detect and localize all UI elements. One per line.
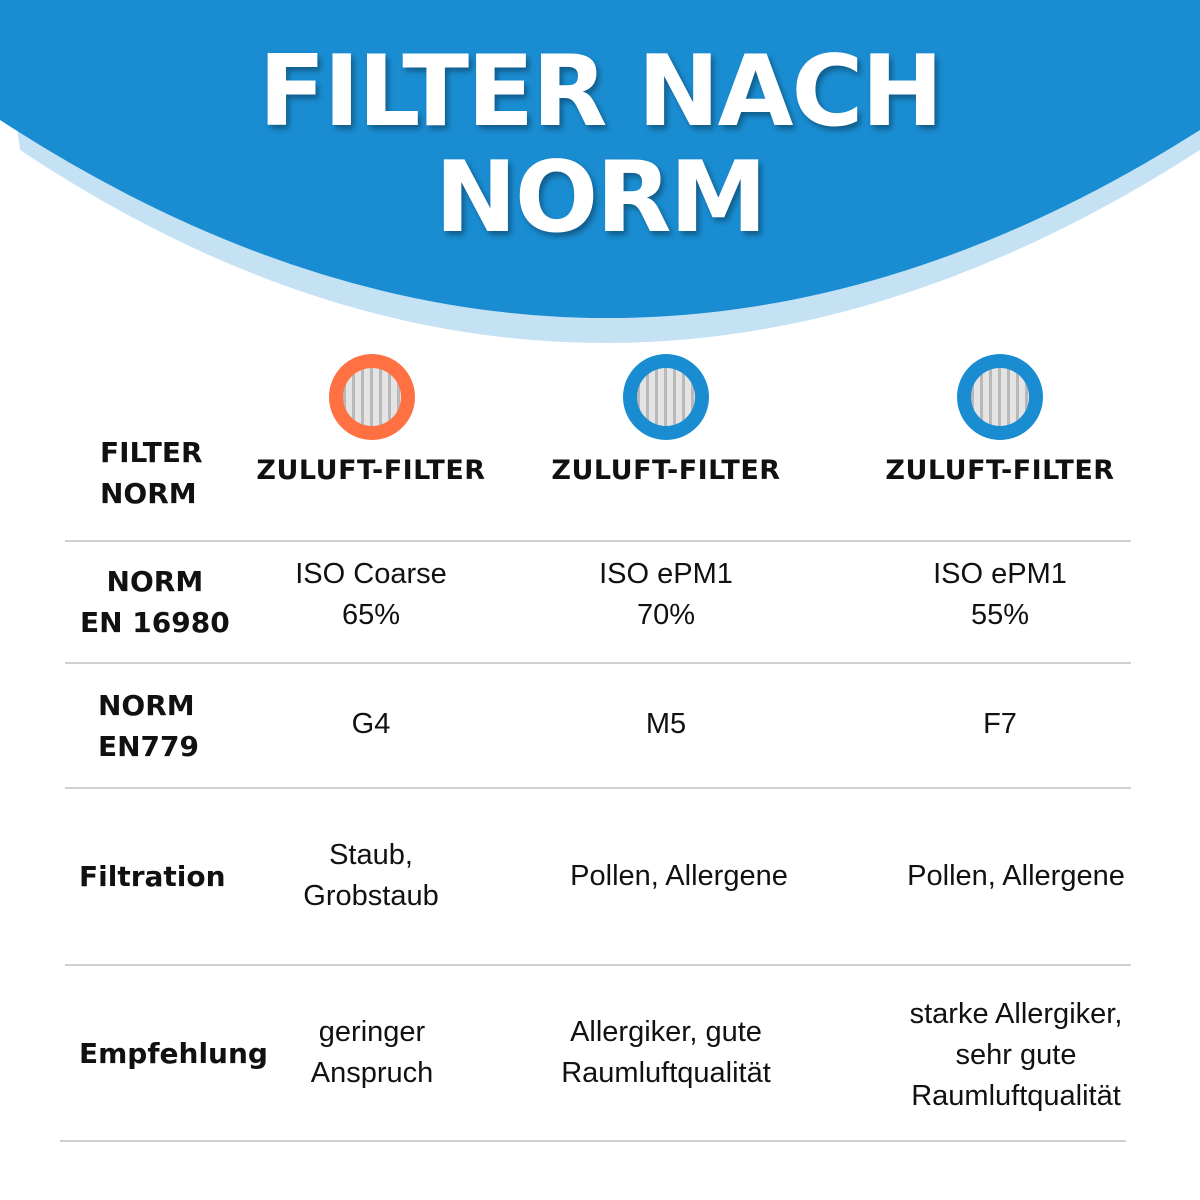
divider — [60, 1140, 1126, 1142]
cell-en16980: ISO ePM1 55% — [933, 558, 1067, 631]
row-label-en16980: NORM EN 16980 — [80, 565, 230, 639]
cell-en779: F7 — [983, 708, 1017, 740]
cell-en779: M5 — [645, 708, 687, 740]
filter-blue-icon — [957, 354, 1043, 440]
column-header: ZULUFT-FILTER — [551, 455, 781, 486]
row-label-en779: NORM EN779 — [98, 689, 200, 763]
column-header: ZULUFT-FILTER — [256, 455, 486, 486]
cell-filtration: Pollen, Allergene — [907, 860, 1125, 892]
divider — [65, 540, 1131, 542]
cell-filtration: Staub, Grobstaub — [303, 839, 439, 912]
filter-blue-icon — [623, 354, 709, 440]
cell-en779: G4 — [351, 708, 391, 740]
page-title-line1: FILTER NACH — [258, 35, 944, 149]
cell-empfehlung: Allergiker, gute Raumluftqualität — [561, 1016, 771, 1089]
filter-orange-icon — [329, 354, 415, 440]
header-banner — [0, 0, 1200, 343]
cell-filtration: Pollen, Allergene — [570, 860, 788, 892]
divider — [65, 964, 1131, 966]
cell-en16980: ISO ePM1 70% — [599, 558, 733, 631]
column-header: ZULUFT-FILTER — [885, 455, 1115, 486]
cell-en16980: ISO Coarse 65% — [295, 558, 447, 631]
divider — [65, 787, 1131, 789]
divider — [65, 662, 1131, 664]
row-label-filter-norm: FILTER NORM — [100, 436, 203, 510]
cell-empfehlung: geringer Anspruch — [310, 1016, 434, 1089]
row-label-filtration: Filtration — [79, 860, 226, 893]
cell-empfehlung: starke Allergiker, sehr gute Raumluftquali… — [909, 998, 1123, 1112]
row-label-empfehlung: Empfehlung — [79, 1037, 268, 1070]
page-title-line2: NORM — [434, 141, 767, 255]
